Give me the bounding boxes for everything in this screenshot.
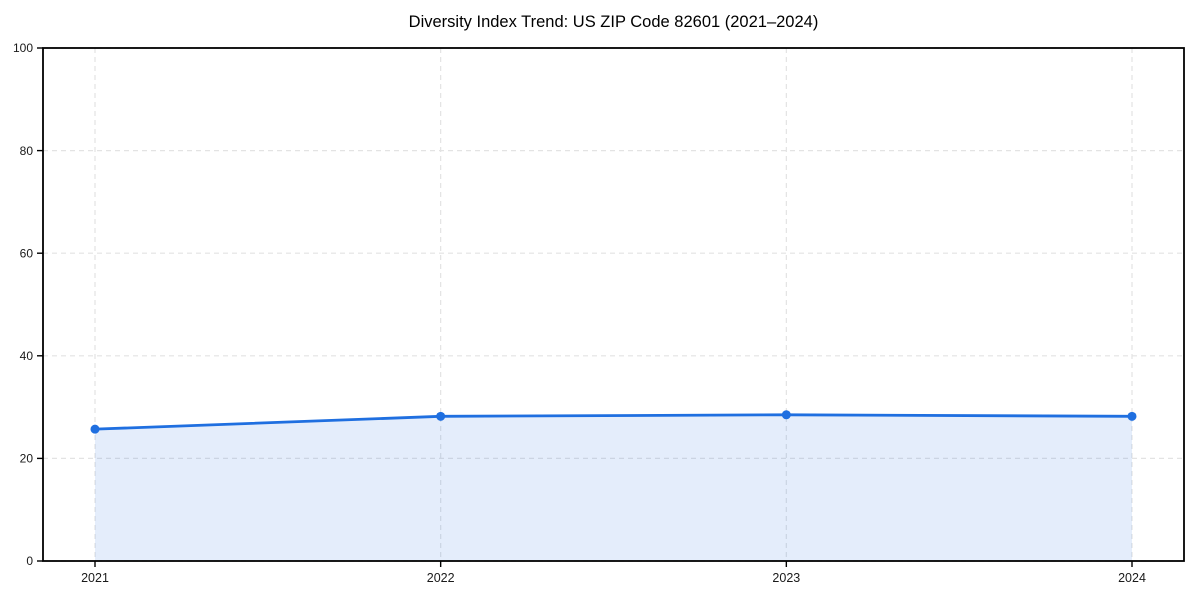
- y-tick-label: 0: [26, 554, 33, 568]
- x-tick-label: 2023: [772, 571, 800, 585]
- area-fill: [95, 414, 1132, 561]
- data-point-marker: [90, 424, 100, 434]
- trend-line: [93, 413, 1134, 431]
- y-tick-label: 80: [20, 144, 34, 158]
- data-point-marker: [1127, 411, 1137, 421]
- y-tick-label: 60: [20, 246, 34, 260]
- x-tick-label: 2021: [81, 571, 109, 585]
- data-point-marker: [436, 411, 446, 421]
- data-point-marker: [781, 410, 791, 420]
- chart-title: Diversity Index Trend: US ZIP Code 82601…: [408, 13, 819, 31]
- x-tick-label: 2024: [1118, 571, 1146, 585]
- y-tick-label: 100: [13, 41, 33, 55]
- y-tick-label: 20: [20, 452, 34, 466]
- axis-frame: [42, 47, 1185, 562]
- x-tick-label: 2022: [427, 571, 455, 585]
- y-tick-label: 40: [20, 349, 34, 363]
